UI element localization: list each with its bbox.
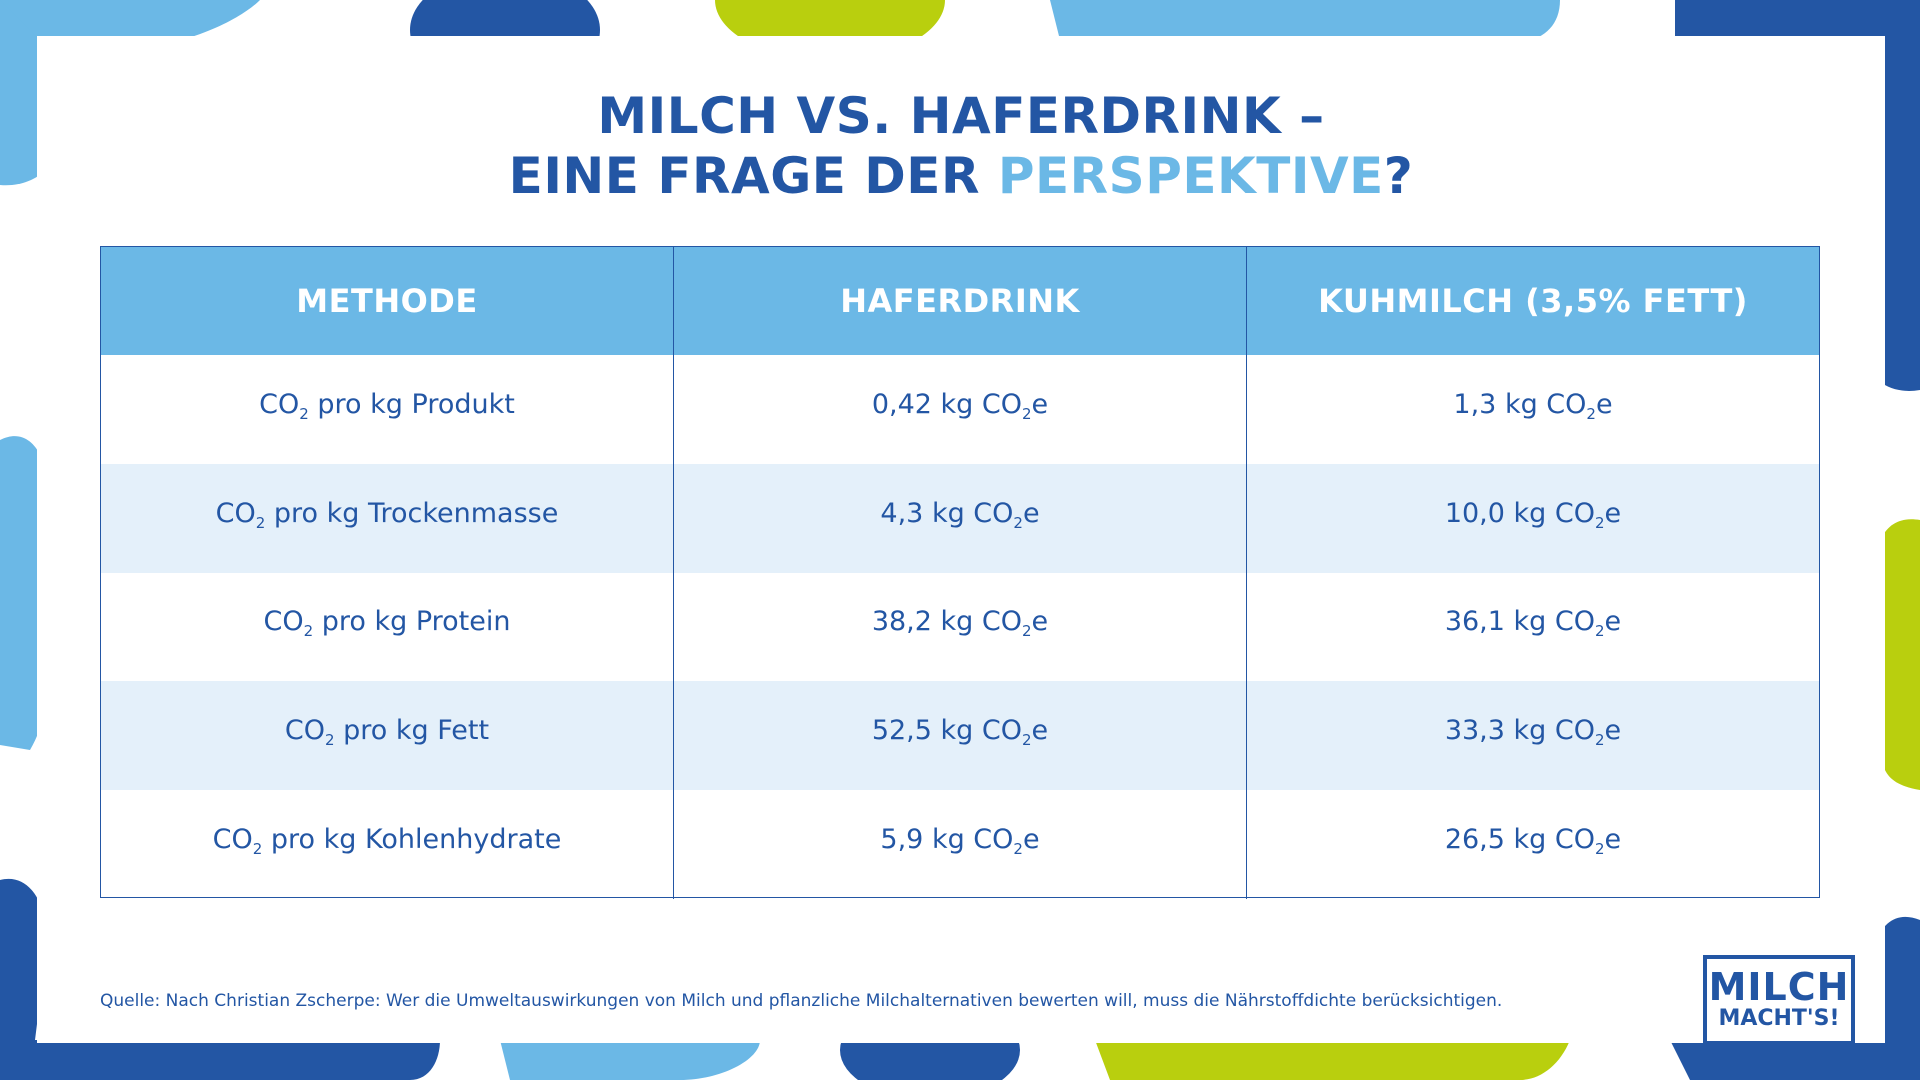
subscript: 2 [1022, 731, 1032, 750]
milk-value: 26,5 kg CO [1444, 824, 1595, 856]
co-label: CO [284, 715, 326, 747]
subscript: 2 [1022, 622, 1032, 641]
table-header: METHODE HAFERDRINK KUHMILCH (3,5% FETT) [101, 247, 1819, 355]
logo-line-1: MILCH [1708, 965, 1850, 1009]
title-accent-word: PERSPEKTIVE [997, 147, 1384, 205]
subscript: 2 [1595, 513, 1605, 532]
cell-cow-milk: 10,0 kg CO2e [1247, 464, 1819, 573]
title-line-2-prefix: EINE FRAGE DER [508, 147, 998, 205]
table-row: CO2 pro kg Kohlenhydrate 5,9 kg CO2e 26,… [101, 790, 1819, 899]
unit-suffix: e [1031, 388, 1049, 420]
table-row: CO2 pro kg Produkt 0,42 kg CO2e 1,3 kg C… [101, 355, 1819, 464]
logo-line-2: MACHT'S! [1718, 1006, 1840, 1031]
milch-machts-logo: MILCH MACHT'S! [1703, 955, 1855, 1045]
cell-cow-milk: 36,1 kg CO2e [1247, 573, 1819, 682]
blob-bottom-right-dark [1670, 1040, 1920, 1080]
cell-cow-milk: 26,5 kg CO2e [1247, 790, 1819, 899]
oat-value: 0,42 kg CO [871, 388, 1022, 420]
title-line-2-suffix: ? [1383, 147, 1414, 205]
subscript: 2 [252, 840, 263, 859]
blob-left-dark [0, 878, 48, 1080]
co-label: CO [259, 388, 300, 420]
subscript: 2 [1595, 731, 1605, 750]
unit-suffix: e [1604, 606, 1622, 638]
cell-cow-milk: 33,3 kg CO2e [1247, 681, 1819, 790]
unit-suffix: e [1031, 715, 1049, 747]
table-row: CO2 pro kg Trockenmasse 4,3 kg CO2e 10,0… [101, 463, 1819, 573]
cell-oat-drink: 38,2 kg CO2e [674, 572, 1247, 682]
method-text: pro kg Produkt [308, 388, 515, 420]
comparison-table: METHODE HAFERDRINK KUHMILCH (3,5% FETT) … [100, 246, 1820, 899]
milk-value: 10,0 kg CO [1444, 497, 1595, 529]
title-line-2: EINE FRAGE DER PERSPEKTIVE? [37, 146, 1885, 206]
blob-bottom-lime [1095, 1040, 1570, 1080]
cell-method: CO2 pro kg Trockenmasse [101, 463, 674, 573]
subscript: 2 [1595, 840, 1605, 859]
subscript: 2 [1013, 840, 1023, 859]
subscript: 2 [1586, 404, 1596, 423]
co-label: CO [263, 606, 304, 638]
unit-suffix: e [1604, 824, 1622, 856]
unit-suffix: e [1604, 497, 1622, 529]
method-text: pro kg Trockenmasse [265, 497, 559, 529]
unit-suffix: e [1022, 824, 1040, 856]
source-citation: Quelle: Nach Christian Zscherpe: Wer die… [100, 991, 1503, 1011]
cell-oat-drink: 52,5 kg CO2e [674, 681, 1247, 791]
milk-value: 33,3 kg CO [1444, 715, 1595, 747]
blob-bottom-dark-1 [0, 1040, 440, 1080]
subscript: 2 [1013, 513, 1023, 532]
oat-value: 4,3 kg CO [880, 497, 1014, 529]
cell-method: CO2 pro kg Kohlenhydrate [101, 790, 674, 899]
header-oat-drink: HAFERDRINK [674, 247, 1247, 355]
cell-method: CO2 pro kg Produkt [101, 355, 674, 464]
cell-oat-drink: 4,3 kg CO2e [674, 463, 1247, 573]
cell-oat-drink: 0,42 kg CO2e [674, 355, 1247, 464]
subscript: 2 [255, 513, 266, 532]
blob-top-light-2 [1050, 0, 1560, 44]
method-text: pro kg Kohlenhydrate [262, 824, 562, 856]
content-card: MILCH VS. HAFERDRINK – EINE FRAGE DER PE… [37, 36, 1885, 1045]
header-cow-milk: KUHMILCH (3,5% FETT) [1318, 282, 1748, 320]
unit-suffix: e [1595, 388, 1613, 420]
table-row: CO2 pro kg Protein 38,2 kg CO2e 36,1 kg … [101, 572, 1819, 682]
unit-suffix: e [1604, 715, 1622, 747]
oat-value: 38,2 kg CO [871, 606, 1022, 638]
milk-value: 36,1 kg CO [1444, 606, 1595, 638]
table-row: CO2 pro kg Fett 52,5 kg CO2e 33,3 kg CO2… [101, 681, 1819, 791]
cell-method: CO2 pro kg Protein [101, 572, 674, 682]
subscript: 2 [303, 622, 314, 641]
method-text: pro kg Protein [313, 606, 511, 638]
subscript: 2 [325, 731, 335, 750]
subscript: 2 [1022, 404, 1032, 423]
milk-value: 1,3 kg CO [1453, 388, 1587, 420]
cell-oat-drink: 5,9 kg CO2e [674, 790, 1247, 899]
cell-cow-milk: 1,3 kg CO2e [1247, 355, 1819, 464]
subscript: 2 [299, 404, 309, 423]
co-label: CO [215, 497, 256, 529]
oat-value: 5,9 kg CO [880, 824, 1014, 856]
blob-bottom-light [500, 1040, 760, 1080]
page-title: MILCH VS. HAFERDRINK – EINE FRAGE DER PE… [37, 86, 1885, 206]
unit-suffix: e [1031, 606, 1049, 638]
subscript: 2 [1595, 622, 1605, 641]
method-text: pro kg Fett [334, 715, 490, 747]
cell-method: CO2 pro kg Fett [101, 681, 674, 791]
oat-value: 52,5 kg CO [871, 715, 1022, 747]
co-label: CO [212, 824, 253, 856]
header-method: METHODE [101, 247, 674, 355]
unit-suffix: e [1022, 497, 1040, 529]
title-line-1: MILCH VS. HAFERDRINK – [597, 87, 1325, 145]
